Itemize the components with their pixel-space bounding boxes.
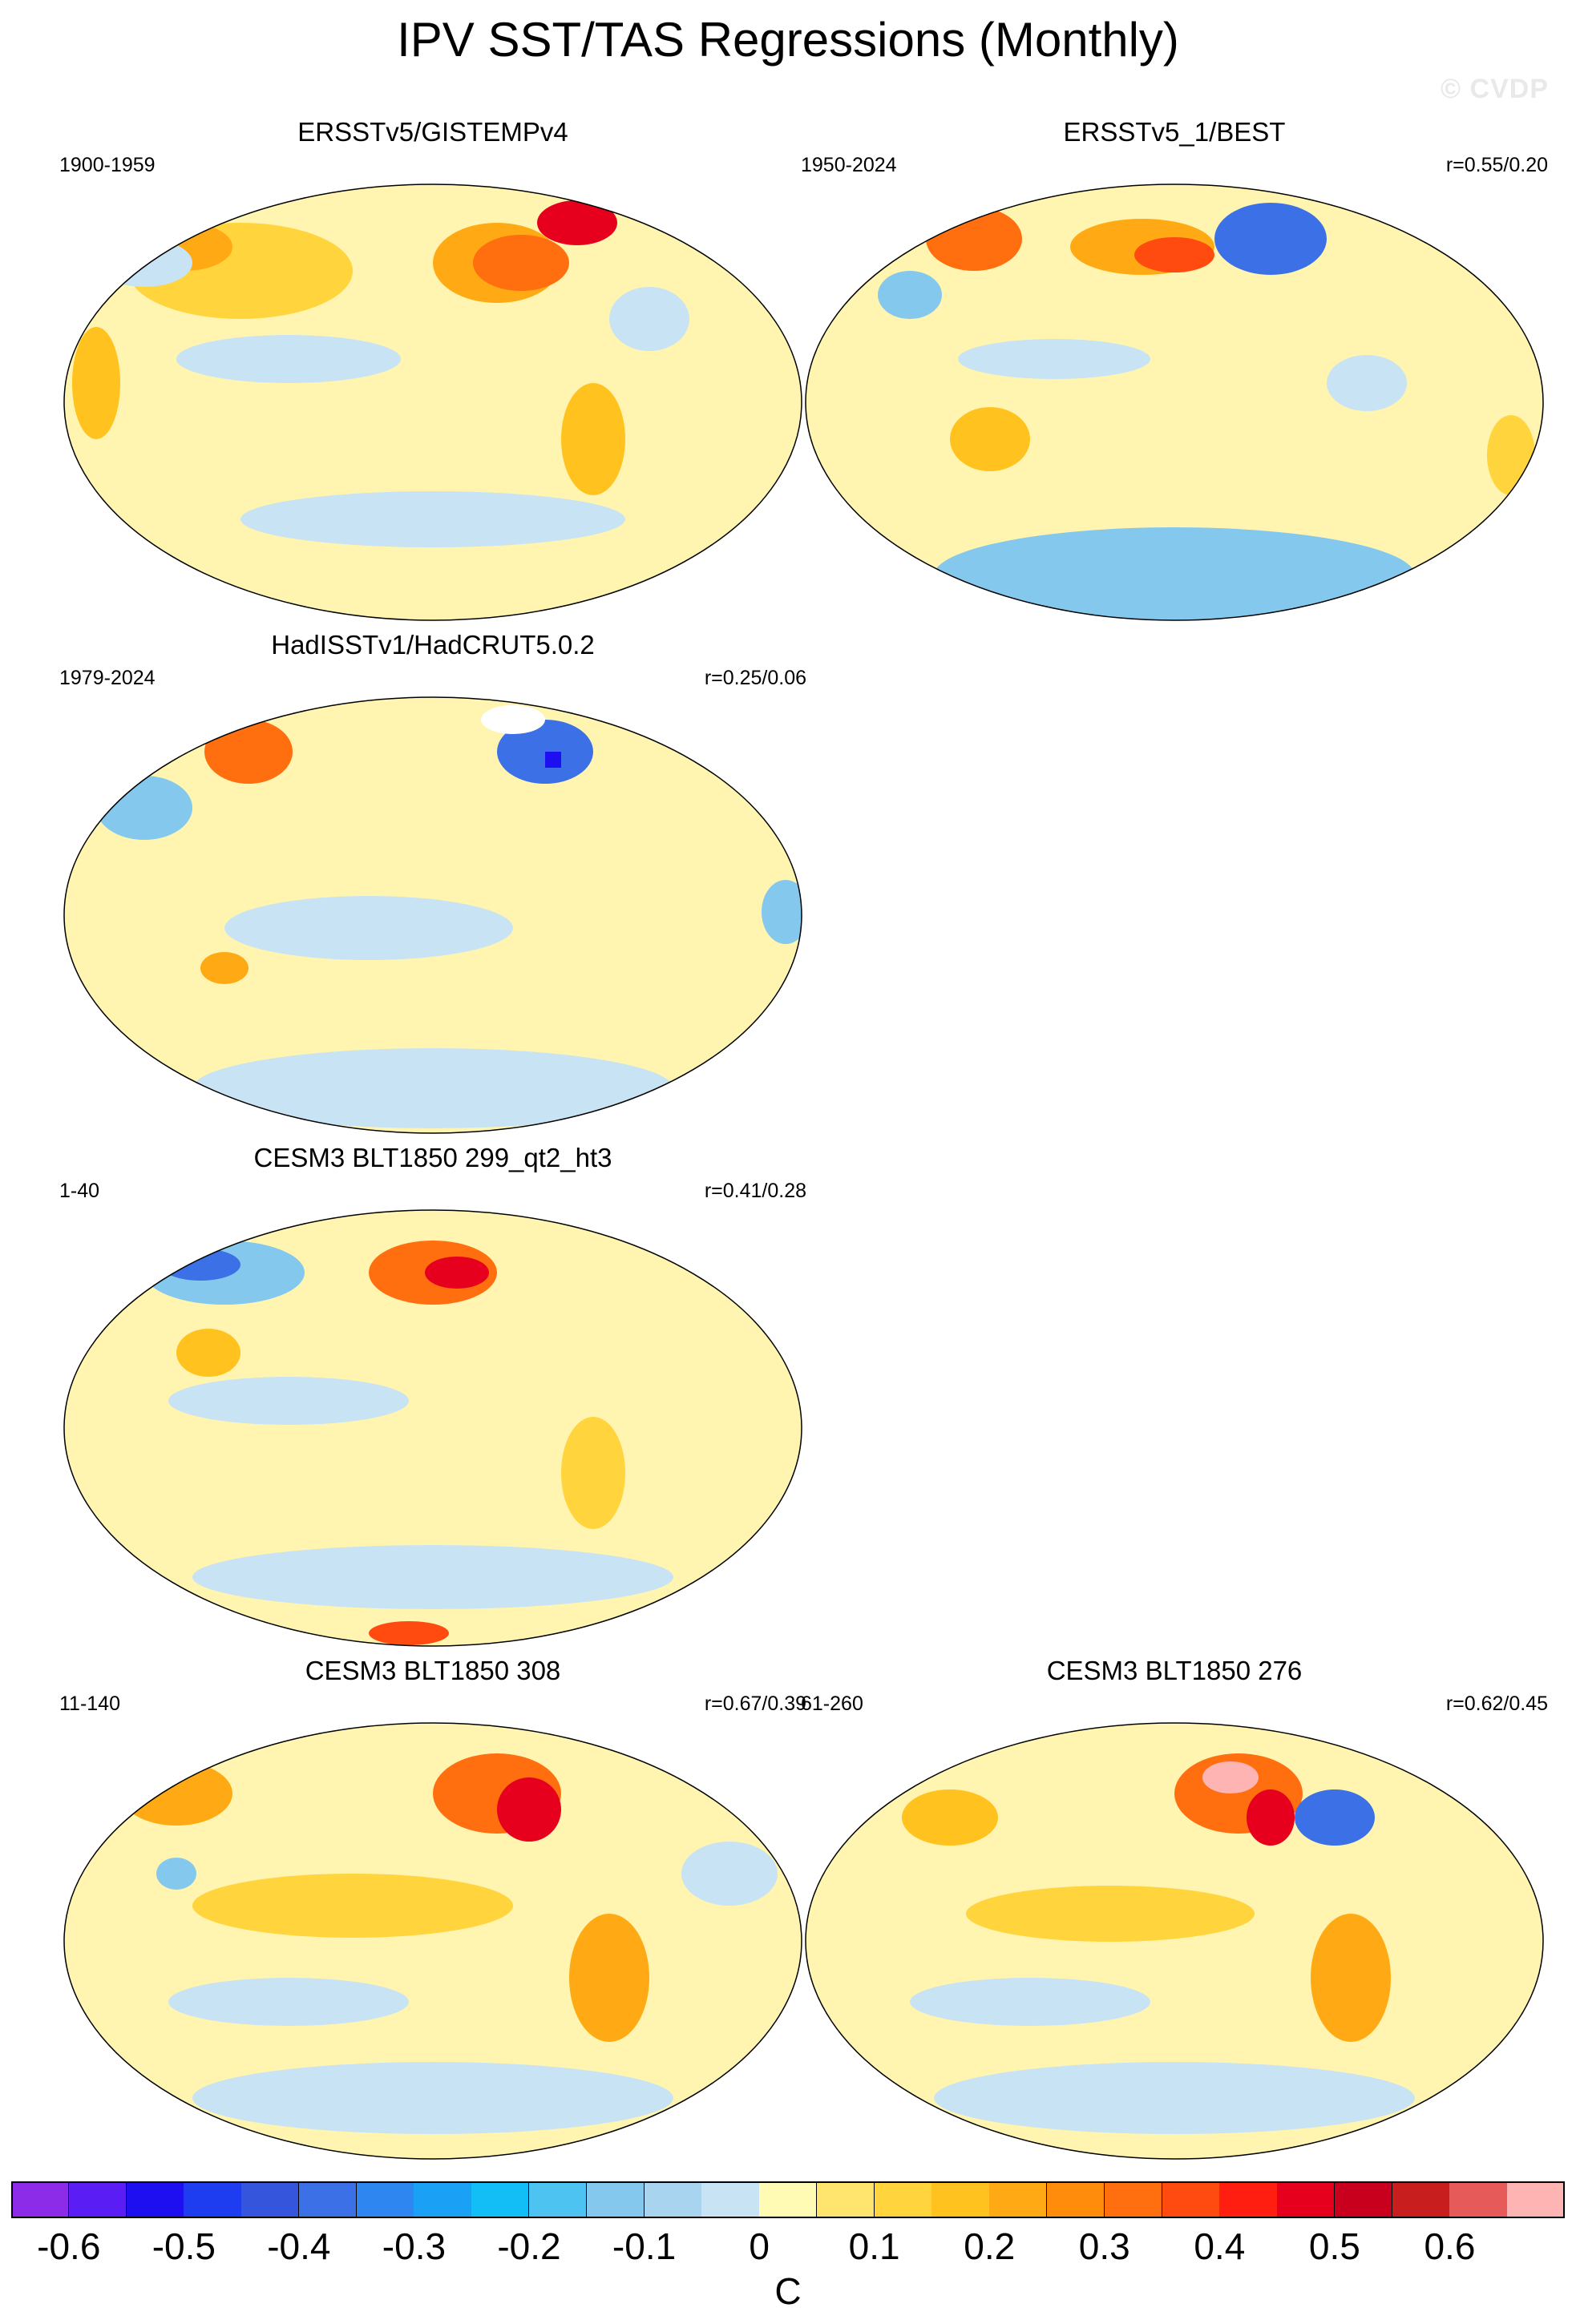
colorbar-swatch: [11, 2181, 70, 2218]
panel-title: CESM3 BLT1850 299_qt2_ht3: [253, 1143, 612, 1172]
colorbar-swatch: [759, 2181, 818, 2218]
regression-map: [48, 175, 818, 630]
colorbar-tick-label: 0.5: [1308, 2225, 1360, 2267]
colorbar-swatch: [931, 2181, 990, 2218]
colorbar-swatch: [701, 2181, 760, 2218]
colorbar-swatch: [1277, 2181, 1336, 2218]
panel-correlation: r=0.62/0.45: [1445, 1693, 1548, 1715]
colorbar-swatch: [68, 2181, 127, 2218]
colorbar-tick-label: 0: [749, 2225, 770, 2267]
regression-map: [48, 1713, 818, 2169]
panel-period: 1-40: [59, 1180, 100, 1202]
colorbar-tick-label: 0.4: [1194, 2225, 1246, 2267]
colorbar-swatch: [529, 2181, 588, 2218]
colorbar-swatch: [644, 2181, 702, 2218]
colorbar-swatch: [1507, 2181, 1566, 2218]
map-panel-cesm3-299: CESM3 BLT1850 299_qt2_ht3 1-40 r=0.41/0.…: [48, 1143, 818, 1656]
colorbar-swatch: [1162, 2181, 1220, 2218]
colorbar-tick-label: 0.2: [964, 2225, 1016, 2267]
colorbar-unit: C: [774, 2270, 802, 2312]
panel-title: ERSSTv5_1/BEST: [1063, 117, 1286, 147]
colorbar-swatch: [586, 2181, 645, 2218]
colorbar-swatch: [1334, 2181, 1393, 2218]
colorbar-swatch: [1449, 2181, 1508, 2218]
colorbar-tick-label: 0.3: [1078, 2225, 1130, 2267]
panel-correlation: r=0.55/0.20: [1445, 154, 1548, 176]
panel-title: ERSSTv5/GISTEMPv4: [297, 117, 568, 147]
panel-title: HadISSTv1/HadCRUT5.0.2: [271, 630, 595, 660]
colorbar-swatch: [356, 2181, 414, 2218]
cvdp-watermark: © CVDP: [1441, 74, 1549, 104]
panel-period: 1979-2024: [59, 667, 156, 689]
regression-map: [48, 1200, 818, 1656]
colorbar-swatch: [989, 2181, 1048, 2218]
colorbar-tick-label: -0.1: [612, 2225, 677, 2267]
colorbar: [11, 2181, 1566, 2218]
colorbar-swatch: [1047, 2181, 1105, 2218]
colorbar-swatch: [184, 2181, 242, 2218]
colorbar-swatch: [414, 2181, 472, 2218]
regression-map: [790, 1713, 1559, 2169]
panel-period: 1950-2024: [801, 154, 897, 176]
panel-period: 1900-1959: [59, 154, 156, 176]
colorbar-tick-label: -0.5: [152, 2225, 216, 2267]
colorbar-swatch: [874, 2181, 932, 2218]
map-panel-ersstv5-gistemp: ERSSTv5/GISTEMPv4 1900-1959: [48, 117, 818, 630]
panel-correlation: r=0.41/0.28: [704, 1180, 806, 1202]
panel-correlation: r=0.25/0.06: [704, 667, 806, 689]
colorbar-swatch: [816, 2181, 875, 2218]
colorbar-swatch: [126, 2181, 184, 2218]
regression-map: [48, 688, 818, 1143]
colorbar-swatch: [298, 2181, 358, 2218]
colorbar-tick-label: -0.4: [267, 2225, 331, 2267]
colorbar-swatch: [241, 2181, 300, 2218]
panel-period: 11-140: [59, 1693, 120, 1715]
map-panel-cesm3-308: CESM3 BLT1850 308 11-140 r=0.67/0.39: [48, 1656, 818, 2169]
panel-correlation: r=0.67/0.39: [704, 1693, 806, 1715]
map-panel-cesm3-276: CESM3 BLT1850 276 61-260 r=0.62/0.45: [790, 1656, 1559, 2169]
panel-title: CESM3 BLT1850 276: [1046, 1656, 1303, 1685]
colorbar-swatch: [471, 2181, 530, 2218]
regression-map: [790, 175, 1559, 630]
colorbar-swatch: [1219, 2181, 1278, 2218]
map-panel-ersstv5-best: ERSSTv5_1/BEST 1950-2024 r=0.55/0.20: [790, 117, 1559, 630]
colorbar-swatch: [1104, 2181, 1163, 2218]
figure-title: IPV SST/TAS Regressions (Monthly): [397, 13, 1179, 67]
colorbar-tick-label: -0.2: [497, 2225, 561, 2267]
panel-title: CESM3 BLT1850 308: [305, 1656, 561, 1685]
colorbar-swatch: [1392, 2181, 1450, 2218]
colorbar-tick-label: 0.1: [848, 2225, 900, 2267]
colorbar-tick-label: -0.3: [382, 2225, 447, 2267]
map-panel-hadisst-hadcrut: HadISSTv1/HadCRUT5.0.2 1979-2024 r=0.25/…: [48, 630, 818, 1143]
colorbar-tick-label: 0.6: [1424, 2225, 1476, 2267]
panel-period: 61-260: [801, 1693, 863, 1715]
colorbar-tick-label: -0.6: [37, 2225, 101, 2267]
